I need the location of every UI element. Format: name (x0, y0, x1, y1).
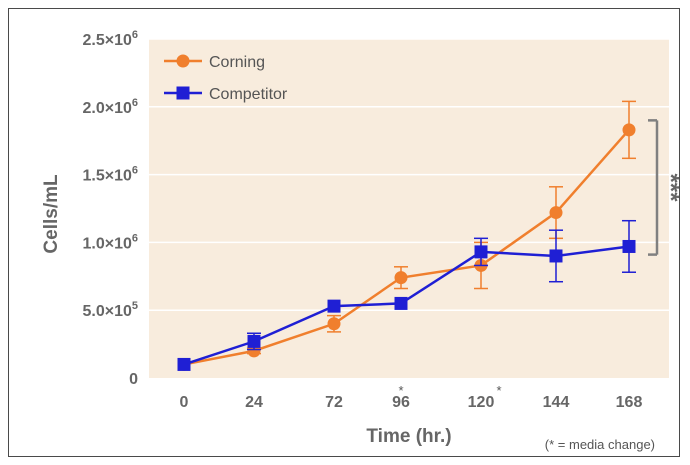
legend-marker (176, 54, 190, 68)
x-tick-label: 24 (245, 394, 263, 411)
growth-curve-chart: 0 5.0×105 1.0×106 1.5×106 2.0×106 2.5×106 0 24… (41, 29, 679, 452)
x-tick-label: 96 (392, 394, 410, 411)
data-point (394, 296, 408, 310)
y-tick-exponent: 6 (132, 232, 138, 244)
legend-label: Corning (209, 54, 265, 71)
data-point (622, 239, 636, 253)
legend: Corning Competitor (164, 54, 288, 103)
legend-marker (176, 86, 190, 100)
x-tick-label: 120 (468, 394, 495, 411)
y-tick-exponent: 5 (132, 300, 138, 312)
x-tick-label: 144 (543, 394, 570, 411)
significance-label: *** (657, 173, 679, 202)
x-tick-label: 0 (180, 394, 189, 411)
y-tick-label: 2.0×106 (82, 97, 138, 117)
data-point (549, 249, 563, 263)
legend-label: Competitor (209, 86, 288, 103)
data-point (549, 206, 563, 220)
media-change-marker: * (398, 383, 403, 398)
data-point (474, 245, 488, 259)
data-point (394, 271, 408, 285)
x-axis-title: Time (hr.) (366, 426, 451, 447)
data-point (177, 357, 191, 371)
chart-frame: 0 5.0×105 1.0×106 1.5×106 2.0×106 2.5×106 0 24… (8, 8, 680, 457)
y-tick-label: 1.5×106 (82, 165, 138, 185)
media-change-footnote: (* = media change) (545, 437, 655, 452)
y-tick-label: 2.5×106 (82, 29, 138, 49)
y-tick-label: 5.0×105 (82, 300, 138, 320)
data-point (327, 317, 341, 331)
y-tick-label: 1.0×106 (82, 232, 138, 252)
y-tick-label: 0 (129, 371, 138, 388)
data-point (622, 123, 636, 137)
y-axis: 0 5.0×105 1.0×106 1.5×106 2.0×106 2.5×106 (82, 29, 138, 388)
y-tick-exponent: 6 (132, 97, 138, 109)
y-tick-exponent: 6 (132, 29, 138, 41)
plot-background (149, 39, 669, 378)
data-point (247, 334, 261, 348)
x-axis: 0 24 72 96 120 144 168 (180, 394, 643, 411)
media-change-marker: * (496, 383, 501, 398)
significance-bracket: *** (648, 119, 679, 256)
series-competitor (177, 219, 636, 371)
series-layer (177, 100, 636, 371)
data-point (327, 299, 341, 313)
x-tick-label: 168 (616, 394, 643, 411)
x-tick-label: 72 (325, 394, 343, 411)
y-tick-exponent: 6 (132, 165, 138, 177)
y-axis-title: Cells/mL (41, 174, 62, 254)
media-change-markers: * * (398, 383, 501, 398)
grid (149, 38, 669, 311)
